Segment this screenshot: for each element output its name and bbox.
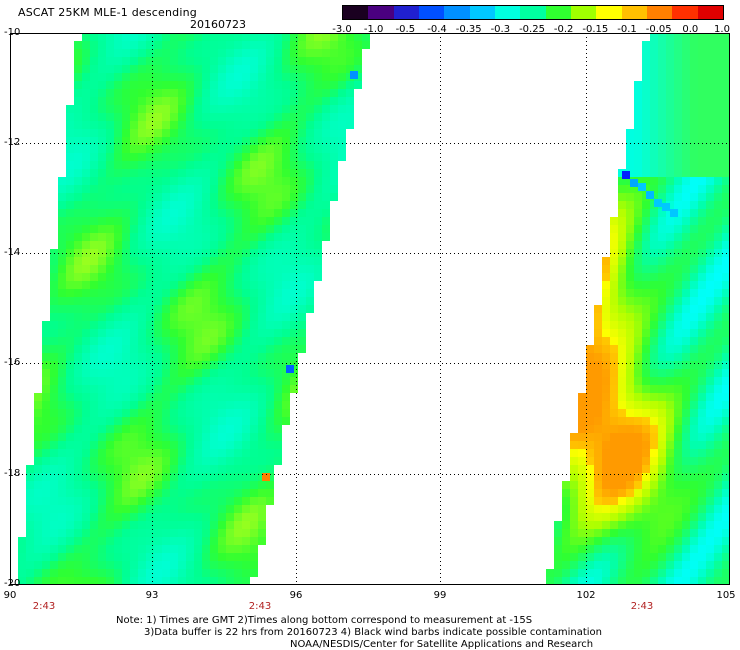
colorbar-swatch — [570, 6, 597, 19]
colorbar-swatch — [494, 6, 521, 19]
colorbar-swatch — [545, 6, 571, 19]
lon-label-90: 90 — [3, 590, 17, 601]
lon-label-105: 105 — [716, 590, 736, 601]
colorbar-swatch — [469, 6, 495, 19]
colorbar-swatch — [697, 6, 723, 19]
colorbar-swatch — [418, 6, 445, 19]
lat-label-12: -12 — [4, 137, 21, 148]
colorbar — [342, 5, 724, 20]
colorbar-label: -0.1 — [617, 24, 637, 35]
lat-label-10: -10 — [4, 27, 21, 38]
swath-map — [10, 33, 730, 585]
colorbar-label: 0.0 — [682, 24, 699, 35]
note-line-1: Note: 1) Times are GMT 2)Times along bot… — [116, 615, 533, 626]
colorbar-label: -0.25 — [519, 24, 545, 35]
colorbar-label: -0.2 — [553, 24, 574, 35]
colorbar-label: -0.35 — [455, 24, 482, 35]
lat-label-20: -20 — [4, 578, 21, 589]
colorbar-swatch — [621, 6, 647, 19]
colorbar-swatch — [520, 6, 546, 19]
time-label-center: 2:43 — [248, 601, 272, 612]
time-label-east: 2:43 — [630, 601, 654, 612]
lon-label-93: 93 — [145, 590, 159, 601]
colorbar-label: 1.0 — [714, 24, 730, 35]
west-swath — [18, 33, 370, 585]
colorbar-swatch — [368, 6, 394, 19]
lon-label-96: 96 — [289, 590, 303, 601]
lat-label-14: -14 — [4, 247, 21, 258]
map-frame — [10, 33, 730, 585]
map-title: ASCAT 25KM MLE-1 descending — [18, 6, 197, 19]
colorbar-label: -3.0 — [332, 24, 352, 35]
colorbar-label: -0.5 — [395, 24, 416, 35]
colorbar-swatch — [393, 6, 419, 19]
colorbar-swatch — [343, 6, 369, 19]
colorbar-swatch — [596, 6, 622, 19]
map-date: 20160723 — [190, 18, 246, 31]
east-swath — [262, 33, 730, 585]
colorbar-swatch — [646, 6, 673, 19]
colorbar-swatch — [444, 6, 470, 19]
lon-label-102: 102 — [576, 590, 596, 601]
note-line-3: NOAA/NESDIS/Center for Satellite Applica… — [290, 639, 594, 650]
colorbar-label: -1.0 — [363, 24, 384, 35]
time-label-west: 2:43 — [32, 601, 56, 612]
colorbar-label: -0.4 — [427, 24, 447, 35]
lat-label-16: -16 — [4, 357, 21, 368]
colorbar-label: -0.05 — [645, 24, 672, 35]
note-line-2: 3)Data buffer is 22 hrs from 20160723 4)… — [144, 627, 602, 638]
colorbar-label: -0.3 — [490, 24, 511, 35]
colorbar-labels: -3.0 -1.0 -0.5 -0.4 -0.35 -0.3 -0.25 -0.2 -0.15-… — [330, 24, 735, 38]
colorbar-label: -0.15 — [582, 24, 609, 35]
colorbar-swatch — [672, 6, 698, 19]
lon-label-99: 99 — [433, 590, 447, 601]
lat-label-18: -18 — [4, 468, 21, 479]
